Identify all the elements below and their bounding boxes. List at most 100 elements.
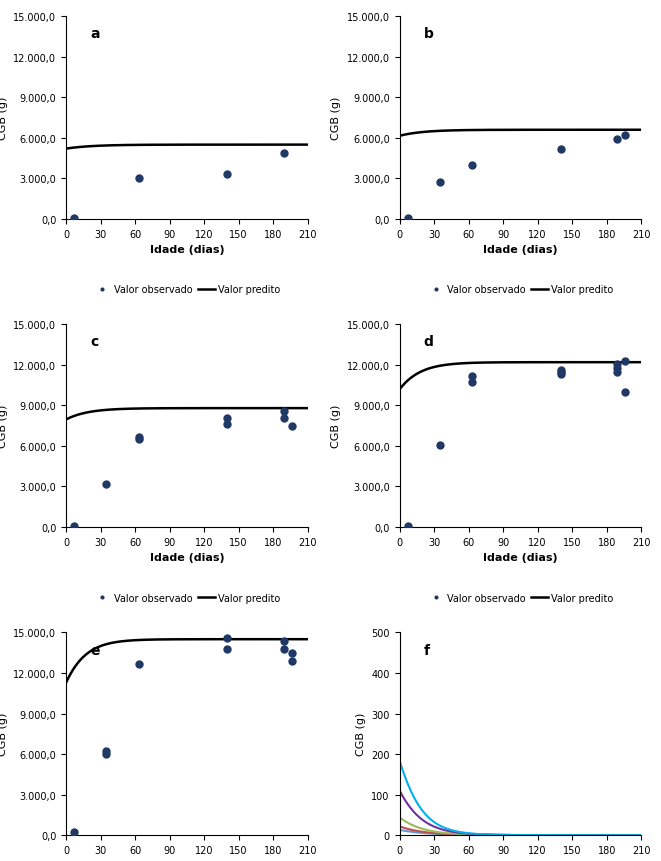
Point: [434, 177, 445, 190]
Dieta 2: [578, 830, 586, 840]
Dieta 3: [578, 830, 586, 840]
Point: [555, 365, 566, 379]
Legend: Valor observado, Valor predito: Valor observado, Valor predito: [423, 589, 617, 607]
Dieta 2: [637, 830, 645, 840]
Text: d: d: [424, 335, 434, 349]
Point: [403, 212, 413, 226]
Point: [222, 418, 233, 431]
Point: [611, 133, 622, 146]
Deta 1: [637, 830, 645, 840]
Text: e: e: [91, 643, 100, 657]
Point: [611, 357, 622, 371]
Dieta 2: [505, 830, 513, 840]
Point: [278, 634, 289, 647]
Point: [222, 168, 233, 182]
Dieta 4: [538, 830, 546, 840]
Dieta 3: [438, 827, 446, 838]
Point: [467, 158, 477, 172]
Dieta 5: [438, 821, 446, 832]
Line: Dieta 3: Dieta 3: [399, 817, 641, 835]
Point: [134, 657, 144, 671]
Point: [69, 212, 79, 226]
Point: [101, 745, 112, 759]
Point: [101, 477, 112, 491]
Point: [278, 147, 289, 161]
Dieta 5: [578, 830, 586, 840]
Legend: Valor observado, Valor predito: Valor observado, Valor predito: [90, 282, 284, 299]
Y-axis label: CGB (g): CGB (g): [0, 96, 8, 140]
Dieta 4: [457, 828, 465, 839]
Point: [286, 654, 297, 668]
Line: Deta 1: Deta 1: [399, 830, 641, 835]
Text: b: b: [424, 28, 434, 41]
X-axis label: Idade (dias): Idade (dias): [483, 553, 558, 562]
Point: [278, 642, 289, 656]
Line: Dieta 5: Dieta 5: [399, 761, 641, 835]
Point: [286, 646, 297, 660]
Point: [467, 369, 477, 383]
Point: [69, 826, 79, 839]
Point: [611, 365, 622, 379]
Dieta 5: [557, 830, 565, 840]
Dieta 4: [557, 830, 565, 840]
Point: [620, 355, 631, 369]
Point: [222, 642, 233, 656]
Deta 1: [557, 830, 565, 840]
Point: [403, 519, 413, 533]
Dieta 5: [637, 830, 645, 840]
X-axis label: Idade (dias): Idade (dias): [483, 245, 558, 255]
Y-axis label: CGB (g): CGB (g): [0, 712, 8, 756]
Dieta 3: [637, 830, 645, 840]
Dieta 2: [438, 828, 446, 839]
Point: [134, 172, 144, 186]
Point: [278, 405, 289, 418]
Y-axis label: CGB (g): CGB (g): [331, 96, 341, 140]
Text: f: f: [424, 643, 430, 657]
Dieta 4: [505, 830, 513, 840]
Point: [134, 433, 144, 447]
Y-axis label: CGB (g): CGB (g): [356, 712, 366, 756]
Legend: Valor observado, Valor predito: Valor observado, Valor predito: [423, 282, 617, 299]
Dieta 4: [395, 785, 403, 796]
Dieta 4: [438, 824, 446, 834]
Deta 1: [505, 830, 513, 840]
Point: [69, 519, 79, 533]
Point: [555, 143, 566, 157]
Point: [467, 376, 477, 390]
Point: [222, 631, 233, 645]
X-axis label: Idade (dias): Idade (dias): [149, 553, 224, 562]
Dieta 4: [637, 830, 645, 840]
Deta 1: [538, 830, 546, 840]
Dieta 2: [538, 830, 546, 840]
Point: [555, 368, 566, 381]
X-axis label: Idade (dias): Idade (dias): [149, 245, 224, 255]
Dieta 2: [457, 829, 465, 839]
Dieta 5: [395, 756, 403, 766]
Y-axis label: CGB (g): CGB (g): [0, 405, 8, 448]
Text: a: a: [91, 28, 100, 41]
Point: [286, 419, 297, 433]
Dieta 3: [457, 829, 465, 839]
Y-axis label: CGB (g): CGB (g): [331, 405, 341, 448]
Line: Dieta 2: Dieta 2: [399, 827, 641, 835]
Dieta 3: [557, 830, 565, 840]
Point: [434, 438, 445, 452]
Dieta 3: [395, 812, 403, 822]
Deta 1: [457, 829, 465, 839]
Point: [620, 129, 631, 143]
Deta 1: [438, 829, 446, 839]
Dieta 5: [538, 830, 546, 840]
Deta 1: [395, 825, 403, 835]
Deta 1: [578, 830, 586, 840]
Point: [134, 430, 144, 444]
Dieta 5: [505, 830, 513, 840]
Dieta 2: [395, 821, 403, 832]
Point: [611, 362, 622, 375]
Point: [101, 747, 112, 761]
Dieta 5: [457, 827, 465, 838]
Point: [555, 364, 566, 378]
Dieta 3: [538, 830, 546, 840]
Dieta 3: [505, 830, 513, 840]
Dieta 2: [557, 830, 565, 840]
Line: Dieta 4: Dieta 4: [399, 790, 641, 835]
